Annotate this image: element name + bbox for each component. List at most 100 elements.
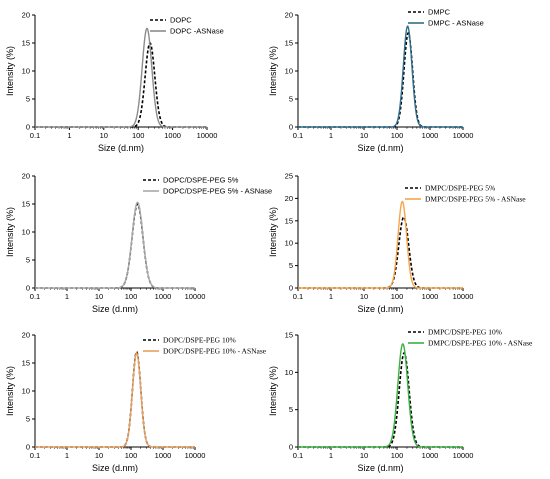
x-tick-label: 0.1 — [30, 451, 40, 460]
series-line-2 — [35, 201, 195, 289]
legend-label: DMPC - ASNase — [428, 19, 484, 28]
x-tick-label: 10 — [360, 131, 368, 140]
x-tick-label: 1000 — [155, 451, 172, 460]
y-tick-label: 15 — [22, 39, 30, 48]
x-tick-label: 100 — [391, 131, 404, 140]
y-tick-label: 10 — [285, 368, 293, 377]
y-tick-label: 20 — [285, 194, 293, 203]
y-tick-label: 0 — [289, 443, 293, 452]
x-tick-label: 1000 — [164, 131, 181, 140]
x-tick-label: 0.1 — [293, 292, 303, 301]
x-tick-label: 100 — [391, 451, 404, 460]
x-tick-label: 10000 — [197, 131, 218, 140]
x-tick-label: 0.1 — [30, 131, 40, 140]
chart-panel-3: 0 5 10 15 20 0.1 1 10 100 1000 10000 Size (d.nm) Int… — [5, 172, 272, 315]
y-tick-label: 0 — [26, 443, 30, 452]
x-tick-label: 1 — [329, 131, 333, 140]
x-tick-label: 10000 — [453, 131, 474, 140]
legend-label: DMPC/DSPE-PEG 10% - ASNase — [428, 339, 533, 348]
legend-label: DOPC -ASNase — [170, 27, 224, 36]
legend-label: DOPC/DSPE-PEG 5% — [163, 176, 239, 185]
y-tick-label: 5 — [26, 95, 30, 104]
y-tick-label: 10 — [22, 228, 30, 237]
x-axis-label: Size (d.nm) — [92, 304, 138, 314]
y-tick-label: 20 — [285, 11, 293, 20]
x-tick-label: 100 — [125, 451, 138, 460]
legend-label: DOPC/DSPE-PEG 10% - ASNase — [163, 347, 267, 356]
y-axis-label: Intensity (%) — [268, 366, 278, 416]
x-tick-label: 10 — [95, 451, 103, 460]
series-line-1 — [298, 352, 463, 448]
x-axis-label: Size (d.nm) — [357, 143, 403, 153]
series-line-2 — [298, 200, 463, 289]
y-tick-label: 0 — [26, 284, 30, 293]
series-line-2 — [298, 343, 463, 448]
y-tick-label: 0 — [26, 123, 30, 132]
x-tick-label: 100 — [125, 292, 138, 301]
y-tick-label: 5 — [26, 415, 30, 424]
x-tick-label: 100 — [391, 292, 404, 301]
y-tick-label: 15 — [285, 331, 293, 340]
series-line-2 — [298, 25, 463, 128]
series-line-2 — [35, 27, 207, 128]
y-tick-label: 5 — [289, 95, 293, 104]
x-tick-label: 10 — [360, 451, 368, 460]
chart-panel-4: 0 5 10 15 20 25 0.1 1 10 100 1000 10000 Size (d.nm) I… — [268, 172, 526, 315]
legend-label: DOPC — [170, 16, 192, 25]
legend-label: DMPC/DSPE-PEG 10% — [428, 328, 502, 337]
y-tick-label: 20 — [22, 172, 30, 181]
series-line-1 — [298, 32, 463, 128]
legend-label: DMPC/DSPE-PEG 5% — [425, 184, 495, 193]
x-axis-label: Size (d.nm) — [92, 463, 138, 473]
legend-label: DOPC/DSPE-PEG 10% — [163, 336, 236, 345]
x-tick-label: 1 — [67, 131, 71, 140]
y-tick-label: 10 — [22, 67, 30, 76]
x-tick-label: 10 — [95, 292, 103, 301]
x-tick-label: 1 — [329, 292, 333, 301]
legend: DOPC DOPC -ASNase — [150, 16, 224, 36]
legend: DOPC/DSPE-PEG 5% DOPC/DSPE-PEG 5% - ASNas… — [143, 176, 272, 196]
series-line-1 — [298, 216, 463, 289]
series-line-1 — [35, 350, 195, 448]
x-tick-label: 1000 — [155, 292, 172, 301]
x-axis-label: Size (d.nm) — [357, 463, 403, 473]
x-tick-label: 1000 — [422, 451, 439, 460]
y-tick-label: 10 — [285, 239, 293, 248]
x-tick-label: 1000 — [422, 292, 439, 301]
y-axis-label: Intensity (%) — [5, 207, 15, 257]
y-tick-label: 20 — [22, 331, 30, 340]
x-tick-label: 10000 — [185, 292, 206, 301]
y-tick-label: 10 — [285, 67, 293, 76]
legend-label: DOPC/DSPE-PEG 5% - ASNase — [163, 187, 272, 196]
series-line-1 — [35, 42, 207, 128]
y-tick-label: 15 — [22, 359, 30, 368]
x-tick-label: 0.1 — [30, 292, 40, 301]
x-tick-label: 0.1 — [293, 131, 303, 140]
legend: DMPC/DSPE-PEG 5% DMPC/DSPE-PEG 5% - ASNas… — [405, 184, 526, 204]
y-tick-label: 0 — [289, 123, 293, 132]
y-tick-label: 0 — [289, 284, 293, 293]
chart-panel-1: 0 5 10 15 20 0.1 1 10 100 1000 10000 Size (d.nm) Int… — [5, 11, 224, 154]
y-axis-label: Intensity (%) — [5, 46, 15, 96]
x-axis-label: Size (d.nm) — [357, 304, 403, 314]
y-tick-label: 25 — [285, 172, 293, 181]
x-tick-label: 1 — [65, 292, 69, 301]
y-axis-label: Intensity (%) — [268, 207, 278, 257]
legend: DOPC/DSPE-PEG 10% DOPC/DSPE-PEG 10% - ASN… — [143, 336, 267, 356]
y-tick-label: 15 — [285, 39, 293, 48]
x-tick-label: 10000 — [453, 451, 474, 460]
legend-label: DMPC/DSPE-PEG 5% - ASNase — [425, 195, 526, 204]
x-tick-label: 1 — [65, 451, 69, 460]
x-tick-label: 1000 — [422, 131, 439, 140]
x-tick-label: 100 — [132, 131, 145, 140]
x-tick-label: 1 — [329, 451, 333, 460]
x-tick-label: 0.1 — [293, 451, 303, 460]
y-tick-label: 15 — [285, 216, 293, 225]
x-axis-label: Size (d.nm) — [98, 143, 144, 153]
y-tick-label: 5 — [26, 256, 30, 265]
legend: DMPC DMPC - ASNase — [408, 8, 484, 28]
y-axis-label: Intensity (%) — [268, 46, 278, 96]
legend-label: DMPC — [428, 8, 451, 17]
chart-panel-5: 0 5 10 15 20 0.1 1 10 100 1000 10000 Size (d.nm) Int… — [5, 331, 267, 474]
